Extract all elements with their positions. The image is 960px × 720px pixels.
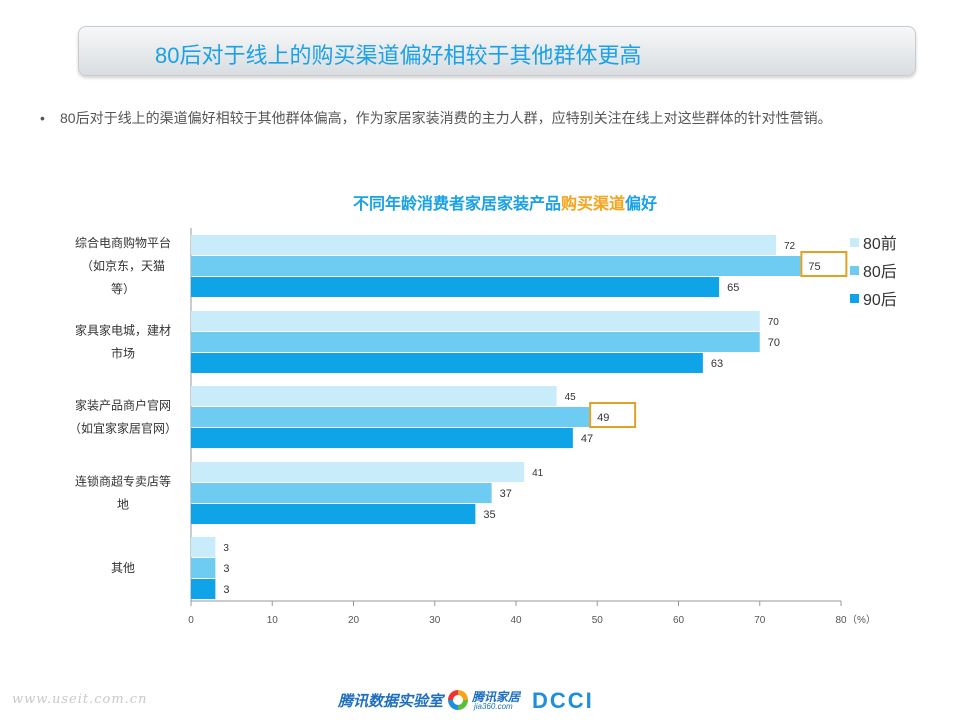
x-tick-label: 20 [348,615,360,626]
x-tick-label: 0 [188,615,194,626]
bar [191,235,776,255]
bar [191,483,492,503]
legend-label: 80后 [863,263,897,281]
category-label: 家具家电城，建材 [75,323,171,338]
chart-title-part1: 不同年龄消费者家居家装产品 [352,196,561,213]
data-label: 47 [581,433,593,445]
category-label: 家装产品商户官网 [75,398,171,413]
category-label: （如宜家家居官网） [69,421,177,436]
data-label: 37 [500,488,512,500]
category-label: 市场 [111,346,135,361]
bar [191,311,760,331]
data-label: 75 [808,261,820,273]
swirl-icon [448,690,468,710]
data-label: 63 [711,358,723,370]
category-label: 其他 [111,561,135,575]
category-label: 综合电商购物平台 [75,235,171,250]
bar [191,407,590,427]
data-label: 70 [768,317,780,328]
bar [191,277,720,297]
x-tick-label: 70 [754,615,766,626]
x-tick-label: 60 [673,615,685,626]
x-tick-label: 80 [835,615,847,626]
data-label: 3 [223,584,229,596]
highlight-box [589,402,637,428]
tencent-home-logo-name: 腾讯家居 [472,690,521,704]
bar [191,428,573,448]
category-label: （如京东，天猫 [81,258,165,273]
legend-label: 80前 [863,235,897,253]
bar [191,256,801,276]
data-label: 35 [483,509,495,521]
dcci-logo: DCCI [532,688,594,713]
x-tick-label: 10 [267,615,279,626]
data-label: 72 [784,241,796,252]
x-tick-label: 30 [429,615,441,626]
legend-swatch [850,266,859,275]
page-title: 80后对于线上的购买渠道偏好相较于其他群体更高 [155,43,642,68]
x-axis-unit: （%） [847,614,876,626]
bar [191,558,216,578]
bullet-icon: • [40,110,45,126]
data-label: 3 [223,543,229,554]
data-label: 41 [532,468,544,479]
legend-label: 90后 [863,291,897,309]
x-tick-label: 50 [592,615,604,626]
chart-title: 不同年龄消费者家居家装产品购买渠道偏好 [0,190,960,214]
tencent-home-logo: 腾讯家居 jia360.com [448,688,528,714]
data-label: 45 [565,392,577,403]
category-label: 地 [117,498,129,512]
bullet-text: 80后对于线上的渠道偏好相较于其他群体偏高，作为家居家装消费的主力人群，应特别关… [60,110,832,126]
bar [191,579,216,599]
title-bar: 80后对于线上的购买渠道偏好相较于其他群体更高 [78,26,916,76]
bar [191,462,525,482]
bar [191,386,557,406]
tencent-home-logo-sub: jia360.com [474,702,513,711]
watermark: www.useit.com.cn [12,692,148,707]
bar [191,504,476,524]
tencent-data-lab-logo: 腾讯数据实验室 [338,693,444,710]
chart-title-part2: 偏好 [625,196,658,213]
bar [191,537,216,557]
bar [191,332,760,352]
data-label: 65 [727,282,739,294]
x-tick-label: 40 [510,615,522,626]
data-label: 3 [223,563,229,575]
bar [191,353,703,373]
legend-swatch [850,238,859,247]
category-label: 连锁商超专卖店等 [75,474,171,489]
highlight-box [800,251,848,277]
legend-swatch [850,294,859,303]
category-label: 等） [111,282,135,296]
data-label: 49 [597,412,609,424]
chart-title-highlight: 购买渠道 [560,196,625,213]
data-label: 70 [768,337,780,349]
